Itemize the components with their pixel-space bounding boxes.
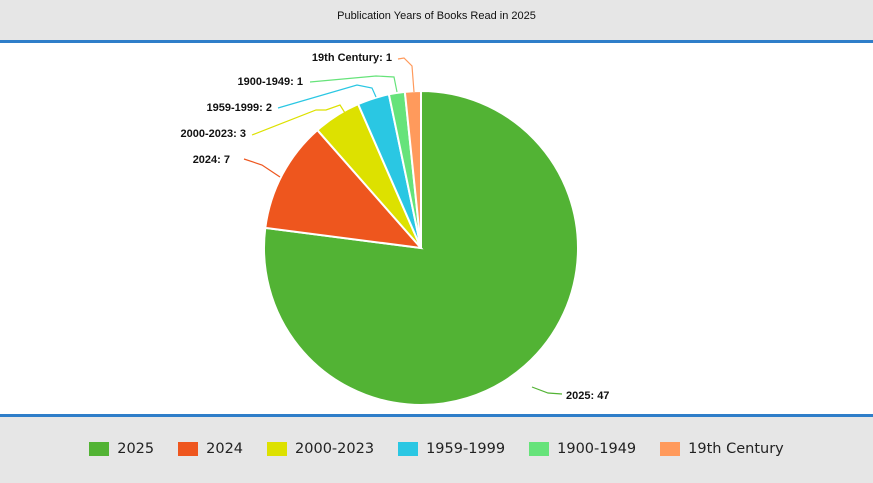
legend-label: 19th Century — [688, 441, 784, 457]
legend-label: 2000-2023 — [295, 441, 375, 457]
legend-swatch — [178, 442, 199, 456]
legend-item-2025[interactable]: 2025 — [89, 441, 154, 457]
data-label: 1900-1949: 1 — [238, 76, 303, 88]
legend-swatch — [89, 442, 110, 456]
leader-line — [531, 386, 563, 395]
legend-item-19th-century[interactable]: 19th Century — [660, 441, 784, 457]
legend-item-1900-1949[interactable]: 1900-1949 — [529, 441, 636, 457]
data-label: 2025: 47 — [566, 390, 609, 402]
data-label: 19th Century: 1 — [312, 52, 392, 64]
leader-line — [251, 104, 346, 136]
legend-label: 1959-1999 — [426, 441, 506, 457]
legend-item-2024[interactable]: 2024 — [178, 441, 243, 457]
legend-swatch — [529, 442, 550, 456]
legend-swatch — [267, 442, 288, 456]
leader-line — [397, 57, 415, 93]
legend-item-1959-1999[interactable]: 1959-1999 — [398, 441, 505, 457]
legend-item-2000-2023[interactable]: 2000-2023 — [267, 441, 374, 457]
data-label: 1959-1999: 2 — [207, 102, 272, 114]
pie-slice-2025[interactable] — [263, 89, 579, 406]
legend-label: 2025 — [117, 441, 155, 457]
legend-label: 1900-1949 — [557, 441, 637, 457]
pie-slice-2024[interactable] — [264, 128, 424, 250]
legend: 2025 2024 2000-2023 1959-1999 1900-1949 … — [0, 438, 873, 460]
pie-slice-19th-century[interactable] — [403, 89, 422, 249]
data-label: 2024: 7 — [193, 154, 230, 166]
leader-line — [243, 158, 281, 178]
data-label: 2000-2023: 3 — [181, 128, 246, 140]
leader-line — [309, 75, 398, 93]
leader-line — [277, 84, 377, 109]
chart-title: Publication Years of Books Read in 2025 — [337, 10, 536, 22]
legend-label: 2024 — [206, 441, 244, 457]
legend-swatch — [660, 442, 681, 456]
legend-swatch — [398, 442, 419, 456]
chart-header: Publication Years of Books Read in 2025 — [0, 0, 873, 40]
